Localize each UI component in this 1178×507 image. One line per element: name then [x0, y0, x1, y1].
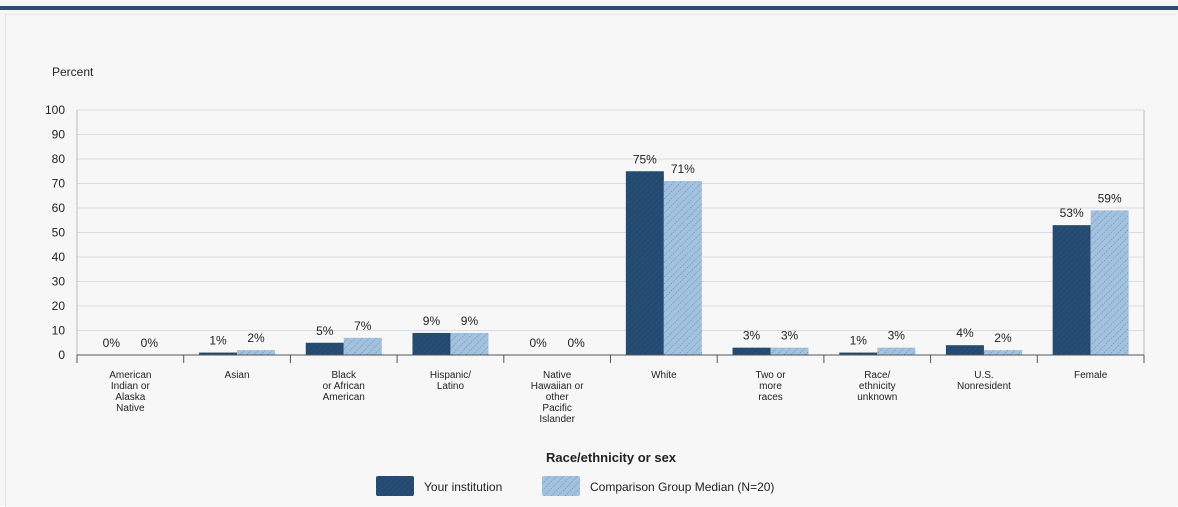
y-tick-label: 40	[52, 250, 66, 264]
category-label-line: Two or	[756, 370, 787, 381]
category-label-line: races	[758, 392, 782, 403]
category-label-line: Asian	[225, 370, 250, 381]
data-label-comparison-group: 59%	[1098, 191, 1122, 205]
y-axis-ticks: 0 10 20 30 40 50 60 70 80 90 100	[45, 103, 65, 362]
bar-your-institution	[625, 171, 664, 355]
category-label-line: more	[759, 381, 782, 392]
data-label-your-institution: 9%	[423, 314, 441, 328]
y-tick-label: 100	[45, 103, 65, 117]
category-label-line: other	[546, 392, 569, 403]
legend-swatch-your-institution	[376, 476, 414, 496]
category-label: Race/ethnicity unknown	[857, 370, 897, 403]
category-label-line: Alaska	[115, 392, 145, 403]
bar-comparison-group	[983, 350, 1022, 355]
y-tick-label: 80	[52, 152, 66, 166]
legend-label-your-institution: Your institution	[424, 480, 502, 494]
category-label: Two or more races	[756, 370, 787, 403]
bar-comparison-group	[877, 347, 916, 355]
category-label: White	[651, 370, 677, 381]
category-label: American Indian or Alaska Native	[109, 370, 151, 414]
x-axis	[76, 109, 1145, 363]
y-tick-label: 20	[52, 299, 66, 313]
bar-comparison-group	[343, 337, 382, 355]
data-label-comparison-group: 71%	[671, 162, 695, 176]
category-label: Asian	[225, 370, 250, 381]
category-label-line: unknown	[857, 392, 897, 403]
category-label-line: or African	[323, 381, 365, 392]
bar-your-institution	[412, 332, 451, 355]
bar-comparison-group	[237, 350, 276, 355]
chart-panel	[5, 14, 1176, 507]
category-label-line: Native	[116, 403, 145, 414]
bar-your-institution	[839, 352, 878, 355]
data-label-comparison-group: 2%	[994, 331, 1012, 345]
category-label-line: Indian or	[111, 381, 151, 392]
y-tick-label: 60	[52, 201, 66, 215]
data-label-comparison-group: 0%	[567, 336, 585, 350]
bar-your-institution	[1052, 225, 1091, 355]
data-label-comparison-group: 0%	[141, 336, 159, 350]
data-label-your-institution: 5%	[316, 324, 334, 338]
bar-your-institution	[199, 352, 238, 355]
data-label-comparison-group: 2%	[247, 331, 265, 345]
category-label-line: Nonresident	[957, 381, 1011, 392]
category-label-line: Hawaiian or	[531, 381, 584, 392]
data-label-your-institution: 0%	[103, 336, 121, 350]
category-label-line: American	[109, 370, 151, 381]
y-tick-label: 0	[58, 348, 65, 362]
y-tick-label: 90	[52, 128, 66, 142]
data-label-your-institution: 4%	[956, 326, 974, 340]
category-label-line: Race/	[864, 370, 890, 381]
bar-comparison-group	[1090, 210, 1129, 355]
y-tick-label: 30	[52, 275, 66, 289]
bar-your-institution	[732, 347, 771, 355]
data-label-your-institution: 1%	[850, 334, 868, 348]
category-label: Hispanic/Latino	[430, 370, 471, 392]
legend: Your institution Comparison Group Median…	[376, 476, 774, 496]
category-label: Native Hawaiian or other Pacific Islander	[531, 370, 584, 425]
gridlines	[77, 109, 1144, 356]
category-label-line: Black	[332, 370, 357, 381]
category-label-line: Pacific	[542, 403, 571, 414]
y-axis-title: Percent	[52, 65, 94, 79]
bars	[199, 171, 1129, 355]
category-label: Female	[1074, 370, 1108, 381]
category-label-line: ethnicity	[859, 381, 896, 392]
data-label-comparison-group: 9%	[461, 314, 479, 328]
legend-swatch-comparison-group	[542, 476, 580, 496]
y-tick-label: 10	[52, 324, 66, 338]
data-label-your-institution: 3%	[743, 329, 761, 343]
bar-comparison-group	[663, 181, 702, 355]
data-label-comparison-group: 7%	[354, 319, 372, 333]
category-label-line: Female	[1074, 370, 1108, 381]
category-label-line: Native	[543, 370, 572, 381]
legend-label-comparison-group: Comparison Group Median (N=20)	[590, 480, 774, 494]
category-label-line: U.S.	[974, 370, 993, 381]
bar-comparison-group	[450, 332, 489, 355]
x-axis-title: Race/ethnicity or sex	[546, 450, 677, 465]
category-label-line: American	[323, 392, 365, 403]
category-label: U.S. Nonresident	[957, 370, 1011, 392]
data-label-your-institution: 0%	[529, 336, 547, 350]
bar-your-institution	[945, 345, 984, 355]
bar-your-institution	[305, 342, 344, 355]
data-label-your-institution: 75%	[633, 152, 657, 166]
data-labels: 0% 0% 1% 2% 5% 7% 9% 9% 0% 0% 75% 71% 3% 3% 1% 3% 4% 2% 53…	[103, 152, 1122, 350]
y-tick-label: 70	[52, 177, 66, 191]
data-label-your-institution: 53%	[1060, 206, 1084, 220]
data-label-comparison-group: 3%	[888, 329, 906, 343]
category-label-line: White	[651, 370, 677, 381]
category-label-line: Hispanic/	[430, 370, 471, 381]
data-label-your-institution: 1%	[209, 334, 227, 348]
data-label-comparison-group: 3%	[781, 329, 799, 343]
category-label: Black or African American	[323, 370, 365, 403]
header-rule	[0, 6, 1178, 10]
category-label-line: Latino	[437, 381, 465, 392]
bar-comparison-group	[770, 347, 809, 355]
category-label-line: Islander	[539, 414, 575, 425]
y-tick-label: 50	[52, 226, 66, 240]
